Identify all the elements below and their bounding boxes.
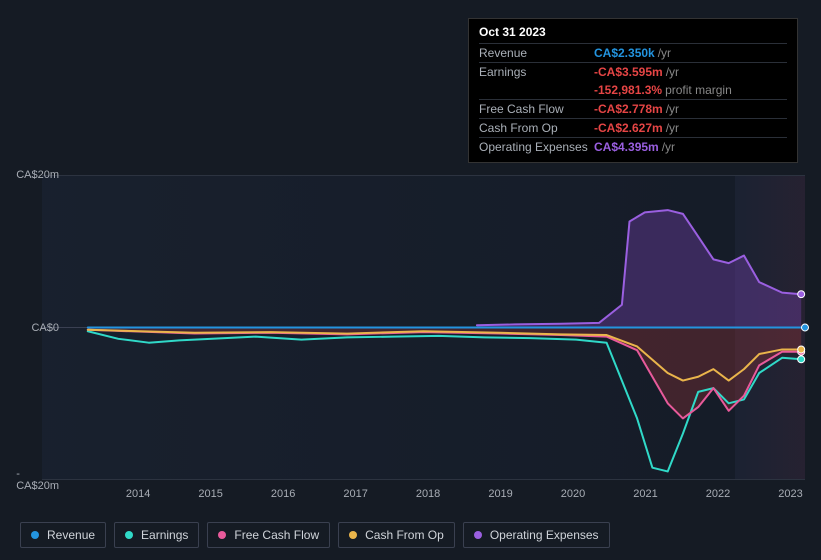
- legend-item[interactable]: Revenue: [20, 522, 106, 548]
- legend-label: Free Cash Flow: [234, 528, 319, 542]
- x-axis-label: 2017: [343, 488, 367, 500]
- tooltip-suffix: profit margin: [665, 83, 732, 97]
- series-end-dot: [802, 324, 809, 331]
- legend-label: Earnings: [141, 528, 188, 542]
- tooltip-value: CA$4.395m: [594, 140, 659, 154]
- tooltip-suffix: /yr: [658, 46, 671, 60]
- x-axis-label: 2018: [416, 488, 440, 500]
- series-end-dot: [798, 291, 805, 298]
- legend-dot-icon: [218, 531, 226, 539]
- tooltip-label: [479, 83, 594, 97]
- x-axis-label: 2023: [778, 488, 802, 500]
- x-axis-label: 2016: [271, 488, 295, 500]
- x-axis-label: 2015: [198, 488, 222, 500]
- y-axis-label: -CA$20m: [16, 468, 59, 492]
- x-axis-label: 2020: [561, 488, 585, 500]
- tooltip-date: Oct 31 2023: [479, 25, 787, 39]
- legend: Revenue Earnings Free Cash Flow Cash From O…: [20, 522, 610, 548]
- tooltip-row: Earnings-CA$3.595m/yr: [479, 62, 787, 81]
- y-axis-label: CA$20m: [16, 169, 59, 181]
- legend-item[interactable]: Cash From Op: [338, 522, 455, 548]
- tooltip-value: -CA$2.778m: [594, 102, 663, 116]
- financial-chart: CA$20m CA$0 -CA$20m 2014 2015 2016 2017 2018 201…: [17, 160, 805, 520]
- legend-item[interactable]: Earnings: [114, 522, 199, 548]
- tooltip-value: -CA$2.627m: [594, 121, 663, 135]
- tooltip-row: Cash From Op-CA$2.627m/yr: [479, 118, 787, 137]
- tooltip-row: RevenueCA$2.350k/yr: [479, 43, 787, 62]
- tooltip-suffix: /yr: [666, 121, 679, 135]
- chart-tooltip: Oct 31 2023 RevenueCA$2.350k/yrEarnings-…: [468, 18, 798, 163]
- legend-dot-icon: [125, 531, 133, 539]
- tooltip-label: Operating Expenses: [479, 140, 594, 154]
- tooltip-label: Earnings: [479, 65, 594, 79]
- x-axis-label: 2014: [126, 488, 150, 500]
- tooltip-value: -CA$3.595m: [594, 65, 663, 79]
- legend-item[interactable]: Free Cash Flow: [207, 522, 330, 548]
- legend-dot-icon: [349, 531, 357, 539]
- tooltip-label: Free Cash Flow: [479, 102, 594, 116]
- tooltip-rows: RevenueCA$2.350k/yrEarnings-CA$3.595m/yr…: [479, 43, 787, 156]
- legend-label: Revenue: [47, 528, 95, 542]
- tooltip-row: Free Cash Flow-CA$2.778m/yr: [479, 99, 787, 118]
- tooltip-value: -152,981.3%: [594, 83, 662, 97]
- legend-label: Cash From Op: [365, 528, 444, 542]
- series-end-dot: [798, 346, 805, 353]
- legend-dot-icon: [31, 531, 39, 539]
- tooltip-label: Revenue: [479, 46, 594, 60]
- tooltip-row: -152,981.3%profit margin: [479, 81, 787, 99]
- legend-label: Operating Expenses: [490, 528, 599, 542]
- tooltip-suffix: /yr: [666, 102, 679, 116]
- chart-svg: [42, 176, 805, 479]
- tooltip-label: Cash From Op: [479, 121, 594, 135]
- x-axis-label: 2019: [488, 488, 512, 500]
- y-axis-label: CA$0: [31, 322, 59, 334]
- x-axis-label: 2021: [633, 488, 657, 500]
- tooltip-row: Operating ExpensesCA$4.395m/yr: [479, 137, 787, 156]
- series-end-dot: [798, 356, 805, 363]
- legend-dot-icon: [474, 531, 482, 539]
- tooltip-suffix: /yr: [666, 65, 679, 79]
- tooltip-value: CA$2.350k: [594, 46, 655, 60]
- x-axis-label: 2022: [706, 488, 730, 500]
- tooltip-suffix: /yr: [662, 140, 675, 154]
- plot-area[interactable]: [42, 175, 805, 480]
- legend-item[interactable]: Operating Expenses: [463, 522, 610, 548]
